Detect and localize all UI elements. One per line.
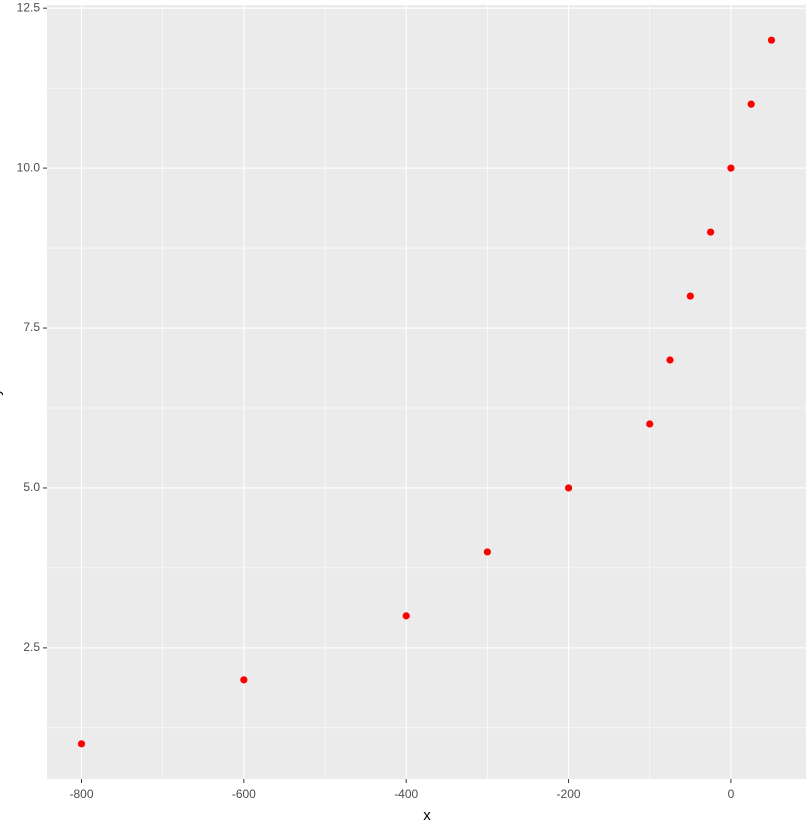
panel — [47, 5, 806, 779]
point — [767, 36, 776, 44]
point — [402, 612, 410, 620]
point — [727, 164, 735, 172]
x-tick-label: 0 — [728, 787, 735, 801]
x-tick-label: -400 — [394, 787, 418, 801]
point — [77, 740, 86, 748]
x-tick-label: -800 — [69, 787, 93, 801]
x-tick-label: -600 — [232, 787, 256, 801]
point — [747, 100, 755, 108]
y-tick-label: 2.5 — [23, 640, 40, 654]
y-tick-label: 10.0 — [17, 160, 41, 174]
point — [564, 484, 573, 492]
y-tick-label: 5.0 — [23, 480, 40, 494]
point — [646, 420, 654, 428]
x-tick-label: -200 — [557, 787, 581, 801]
point — [707, 228, 715, 236]
x-axis-title: x — [423, 807, 431, 824]
y-tick-label: 7.5 — [23, 320, 40, 334]
point — [240, 676, 248, 684]
y-tick-label: 12.5 — [17, 0, 41, 14]
point — [686, 292, 694, 300]
y-axis-title: y — [0, 388, 4, 396]
point — [666, 356, 674, 364]
point — [483, 548, 491, 556]
